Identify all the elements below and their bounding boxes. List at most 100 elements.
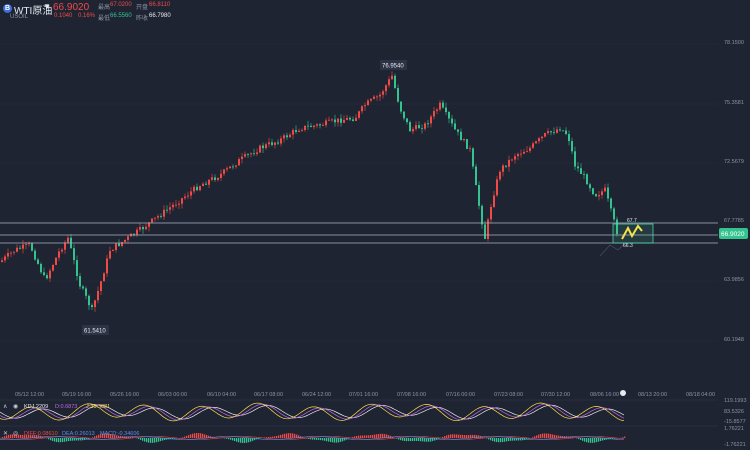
macd-bar	[72, 438, 74, 441]
candle-body	[505, 165, 507, 167]
kdj-legend-d: D:0.6873	[55, 404, 77, 410]
macd-bar	[258, 438, 260, 439]
macd-bar	[302, 437, 304, 438]
candle-body	[226, 168, 228, 170]
candle-body	[277, 142, 279, 144]
candle-body	[247, 154, 249, 155]
macd-bar	[470, 434, 472, 438]
macd-bar	[104, 433, 106, 438]
macd-bar	[296, 434, 298, 438]
candle-body	[466, 139, 468, 149]
macd-bar	[328, 438, 330, 442]
macd-bar	[384, 434, 386, 438]
candle-body	[208, 179, 210, 185]
macd-bar	[386, 434, 388, 438]
macd-bar	[432, 438, 434, 442]
macd-bar	[116, 435, 118, 438]
eye-icon[interactable]: ◉	[13, 404, 18, 410]
current-price-tag	[719, 228, 748, 239]
candle-body	[538, 138, 540, 142]
macd-bar	[418, 438, 420, 442]
macd-bar	[378, 433, 380, 438]
macd-bar	[152, 438, 154, 443]
macd-bar	[62, 438, 64, 443]
macd-bar	[100, 434, 102, 438]
macd-bar	[42, 436, 44, 438]
candle-body	[430, 116, 432, 124]
candle-body	[82, 286, 84, 289]
candle-body	[166, 209, 168, 211]
candle-body	[415, 125, 417, 129]
candle-body	[571, 141, 573, 152]
macd-bar	[310, 438, 312, 440]
candle-body	[88, 295, 90, 306]
candle-body	[436, 109, 438, 112]
candle-body	[232, 166, 234, 168]
candle-body	[301, 130, 303, 131]
candle-body	[568, 134, 570, 142]
macd-bar	[596, 438, 598, 443]
macd-bar	[408, 438, 410, 442]
macd-bar	[318, 438, 320, 440]
macd-bar	[442, 436, 444, 438]
macd-bar	[546, 433, 548, 438]
macd-bar	[38, 435, 40, 438]
candle-body	[517, 153, 519, 157]
macd-bar	[98, 434, 100, 438]
macd-bar	[184, 436, 186, 438]
macd-bar	[58, 438, 60, 443]
candle-body	[535, 141, 537, 144]
close-icon[interactable]: ✕	[3, 431, 8, 437]
candle-body	[193, 186, 195, 192]
candle-body	[103, 273, 105, 282]
candle-body	[121, 241, 123, 246]
candle-body	[55, 257, 57, 265]
macd-legend-macd: MACD:-0.34606	[100, 431, 139, 437]
candle-body	[442, 102, 444, 108]
macd-bar	[34, 434, 36, 438]
macd-bar	[344, 438, 346, 441]
macd-bar	[226, 438, 228, 439]
candle-body	[592, 188, 594, 195]
macd-bar	[284, 433, 286, 438]
macd-bar	[414, 438, 416, 441]
candle-body	[574, 151, 576, 167]
scroll-latest-icon[interactable]	[620, 390, 626, 396]
candle-body	[391, 75, 393, 80]
candle-body	[244, 154, 246, 157]
price-tick: 63.9856	[724, 277, 744, 283]
macd-bar	[130, 436, 132, 438]
candle-body	[265, 144, 267, 149]
chevron-down-icon[interactable]: ▼	[43, 2, 51, 11]
candle-body	[175, 204, 177, 206]
candle-body	[376, 96, 378, 98]
macd-bar	[252, 438, 254, 441]
macd-bar	[154, 438, 156, 443]
macd-bar	[248, 438, 250, 443]
low-callout-box	[82, 325, 109, 335]
candle-body	[19, 247, 21, 249]
macd-bar	[558, 435, 560, 438]
candle-body	[601, 191, 603, 196]
candle-body	[484, 224, 486, 239]
candle-body	[334, 119, 336, 123]
macd-bar	[494, 438, 496, 442]
macd-bar	[332, 438, 334, 443]
macd-bar	[172, 438, 174, 439]
macd-bar	[600, 438, 602, 442]
macd-bar	[322, 438, 324, 441]
candle-body	[439, 102, 441, 110]
candle-body	[67, 237, 69, 243]
symbol-name[interactable]: WTI原油	[14, 6, 53, 17]
macd-bar	[434, 438, 436, 441]
macd-bar	[474, 434, 476, 438]
macd-bar	[588, 438, 590, 443]
macd-bar	[18, 434, 20, 438]
macd-indicator	[0, 433, 626, 443]
candle-body	[616, 219, 618, 235]
eye-icon[interactable]: ◎	[13, 431, 18, 437]
collapse-icon[interactable]: ∧	[3, 404, 7, 410]
candle-body	[394, 75, 396, 88]
macd-bar	[198, 433, 200, 438]
